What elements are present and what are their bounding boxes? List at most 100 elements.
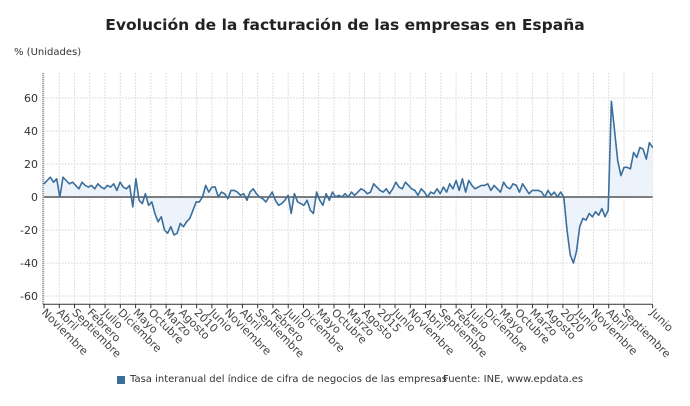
data-point xyxy=(560,191,562,193)
data-point xyxy=(522,183,524,185)
data-point xyxy=(201,196,204,198)
data-point xyxy=(579,226,581,228)
data-point xyxy=(303,204,305,206)
data-point xyxy=(341,196,343,198)
y-tick-label: 20 xyxy=(24,158,38,171)
data-point xyxy=(306,199,308,201)
data-point xyxy=(192,209,194,211)
data-point xyxy=(598,214,600,216)
data-point xyxy=(195,201,197,203)
data-point xyxy=(354,194,356,196)
data-point xyxy=(296,201,299,203)
data-point xyxy=(572,262,574,264)
data-point xyxy=(629,168,632,170)
data-point xyxy=(620,174,622,177)
data-point xyxy=(113,183,115,185)
data-point xyxy=(293,193,296,195)
series-points xyxy=(43,100,654,264)
y-tick-label: 40 xyxy=(24,125,38,138)
data-point xyxy=(59,196,61,198)
data-point xyxy=(452,188,454,190)
data-point xyxy=(128,184,131,187)
y-tick-label: 0 xyxy=(31,191,38,204)
data-point xyxy=(344,193,346,195)
data-point xyxy=(211,186,213,188)
data-point xyxy=(366,193,368,195)
data-point xyxy=(652,146,654,149)
y-tick-label: 60 xyxy=(24,92,38,105)
data-point xyxy=(591,216,593,218)
data-point xyxy=(227,198,229,200)
data-point xyxy=(553,191,555,193)
data-point xyxy=(420,188,422,190)
data-point xyxy=(477,186,479,188)
data-point xyxy=(141,203,143,205)
data-point xyxy=(506,186,508,188)
data-point xyxy=(525,188,527,190)
data-point xyxy=(484,184,486,187)
data-point xyxy=(182,226,185,228)
data-point xyxy=(588,212,590,215)
data-point xyxy=(471,184,473,187)
data-point xyxy=(198,201,200,203)
data-point xyxy=(461,178,464,180)
data-point xyxy=(300,203,302,205)
data-point xyxy=(490,189,492,191)
data-point xyxy=(566,229,568,231)
data-point xyxy=(369,191,372,193)
data-point xyxy=(487,183,489,185)
data-point xyxy=(224,193,226,195)
data-point xyxy=(531,189,533,191)
data-point xyxy=(43,183,45,185)
x-axis: NoviembreAbrilSeptiembreFebreroJulioDici… xyxy=(39,303,676,361)
data-point xyxy=(613,130,616,132)
data-point xyxy=(252,188,254,190)
data-point xyxy=(585,219,587,221)
data-point xyxy=(284,199,286,201)
data-point xyxy=(594,211,597,213)
data-point xyxy=(360,188,362,190)
data-point xyxy=(163,229,166,231)
data-point xyxy=(430,191,432,193)
data-point xyxy=(81,181,83,183)
data-point xyxy=(331,191,334,193)
data-point xyxy=(642,148,644,150)
data-point xyxy=(398,186,400,188)
data-point xyxy=(645,158,647,160)
data-point xyxy=(617,160,619,162)
data-point xyxy=(71,181,74,183)
data-point xyxy=(464,191,467,193)
data-point xyxy=(499,191,502,193)
data-point xyxy=(116,189,118,191)
data-point xyxy=(309,209,311,211)
y-tick-label: -60 xyxy=(20,290,38,303)
data-point xyxy=(632,151,635,154)
data-point xyxy=(439,193,441,195)
data-point xyxy=(205,184,207,187)
data-point xyxy=(189,217,191,220)
data-point xyxy=(94,188,96,190)
data-point xyxy=(496,188,498,190)
data-point xyxy=(262,198,264,200)
data-point xyxy=(563,196,565,198)
data-point xyxy=(109,186,112,188)
data-point xyxy=(179,222,181,224)
data-point xyxy=(170,226,172,228)
data-point xyxy=(541,191,543,193)
data-point xyxy=(385,188,387,190)
data-point xyxy=(338,194,340,196)
data-point xyxy=(449,183,451,185)
legend-label: Tasa interanual del índice de cifra de n… xyxy=(130,374,447,385)
data-point xyxy=(214,186,216,188)
data-point xyxy=(455,179,457,182)
data-point xyxy=(626,166,628,168)
data-point xyxy=(148,204,150,206)
data-point xyxy=(623,166,625,168)
data-point xyxy=(518,191,521,193)
data-point xyxy=(255,193,257,195)
data-point xyxy=(274,199,276,201)
data-point xyxy=(265,201,267,203)
data-point xyxy=(350,191,353,193)
data-point xyxy=(151,201,153,203)
data-point xyxy=(376,186,378,188)
